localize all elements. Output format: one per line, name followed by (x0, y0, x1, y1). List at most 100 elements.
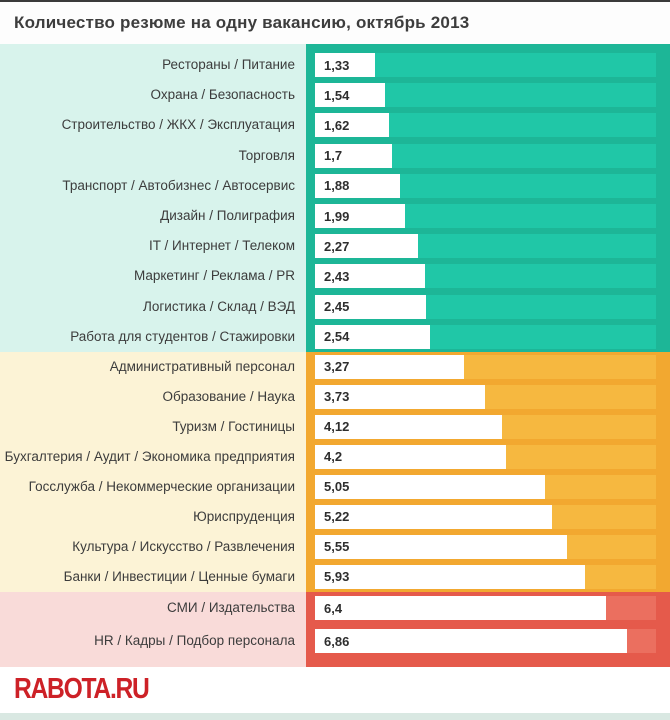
bar-value-label: 1,88 (324, 178, 350, 194)
chart-row: Бухгалтерия / Аудит / Экономика предприя… (0, 441, 670, 472)
bar-panel: 5,55 (306, 531, 670, 562)
chart-row: Рестораны / Питание 1,33 (0, 50, 670, 81)
chart-title: Количество резюме на одну вакансию, октя… (14, 13, 470, 32)
bar-value-label: 1,33 (324, 57, 350, 73)
bar-track: 2,45 (315, 294, 656, 319)
value-bar: 1,33 (315, 53, 375, 78)
value-bar: 3,73 (315, 384, 485, 409)
bar-track: 3,27 (315, 354, 656, 379)
value-bar: 6,4 (315, 596, 606, 621)
chart-row: Госслужба / Некоммерческие организации 5,… (0, 471, 670, 502)
category-label: Строительство / ЖКХ / Эксплуатация (61, 117, 295, 133)
bar-panel: 1,7 (306, 140, 670, 171)
bar-track: 2,43 (315, 264, 656, 289)
value-bar: 1,54 (315, 83, 385, 108)
bar-value-label: 4,2 (324, 449, 343, 465)
chart-row: Логистика / Склад / ВЭД 2,45 (0, 291, 670, 322)
chart-row: IT / Интернет / Телеком 2,27 (0, 231, 670, 262)
chart-row: Работа для студентов / Стажировки 2,54 (0, 321, 670, 352)
bar-value-label: 3,27 (324, 359, 350, 375)
category-label-cell: Образование / Наука (0, 381, 306, 412)
bar-panel: 1,54 (306, 80, 670, 111)
chart-body: Рестораны / Питание 1,33 Охрана / Безопасн… (0, 44, 670, 667)
bar-value-label: 5,55 (324, 539, 350, 555)
category-label-cell: Транспорт / Автобизнес / Автосервис (0, 170, 306, 201)
section-padding-row (0, 657, 670, 667)
bar-track: 2,54 (315, 324, 656, 349)
bar-track: 5,05 (315, 474, 656, 499)
category-label: СМИ / Издательства (167, 600, 295, 616)
value-bar: 5,55 (315, 534, 567, 559)
value-bar: 5,93 (315, 564, 585, 589)
bar-panel: 4,12 (306, 411, 670, 442)
category-label-cell: Логистика / Склад / ВЭД (0, 291, 306, 322)
category-label-cell: Торговля (0, 140, 306, 171)
bar-panel: 1,99 (306, 200, 670, 232)
bar-track: 1,99 (315, 204, 656, 229)
value-bar: 5,22 (315, 504, 552, 529)
category-label: Рестораны / Питание (162, 57, 295, 72)
bar-value-label: 2,27 (324, 238, 350, 254)
category-label-cell: IT / Интернет / Телеком (0, 231, 306, 262)
bar-track: 3,73 (315, 384, 656, 409)
bar-panel: 2,45 (306, 291, 670, 322)
category-label-cell: Туризм / Гостиницы (0, 411, 306, 442)
category-label-cell: Строительство / ЖКХ / Эксплуатация (0, 110, 306, 141)
category-label: Торговля (238, 147, 295, 163)
category-label: Бухгалтерия / Аудит / Экономика предприя… (4, 448, 295, 464)
category-label-cell: Культура / Искусство / Развлечения (0, 531, 306, 562)
value-bar: 2,27 (315, 234, 418, 259)
category-label: Госслужба / Некоммерческие организации (28, 478, 295, 494)
category-label-cell: Охрана / Безопасность (0, 80, 306, 111)
label-column-filler (0, 657, 306, 667)
bar-panel: 2,54 (306, 321, 670, 352)
chart-row: Торговля 1,7 (0, 140, 670, 171)
chart-row: HR / Кадры / Подбор персонала 6,86 (0, 624, 670, 658)
bar-panel: 5,93 (306, 561, 670, 592)
bar-track: 4,2 (315, 444, 656, 469)
chart-row: СМИ / Издательства 6,4 (0, 591, 670, 625)
category-label: Логистика / Склад / ВЭД (143, 298, 295, 314)
value-bar: 1,99 (315, 204, 405, 229)
label-column-filler (0, 44, 306, 50)
bar-track: 1,7 (315, 143, 656, 168)
category-label: Охрана / Безопасность (150, 87, 295, 103)
value-bar: 3,27 (315, 354, 464, 379)
section-orange-mid: Административный персонал 3,27 Образование… (0, 351, 670, 592)
category-label: Юриспруденция (193, 508, 295, 524)
category-label: Работа для студентов / Стажировки (70, 328, 295, 344)
value-bar: 4,12 (315, 414, 502, 439)
rabota-ru-logo[interactable]: RABOTA.RU (14, 673, 150, 706)
bar-panel: 1,33 (306, 50, 670, 81)
category-label-cell: Бухгалтерия / Аудит / Экономика предприя… (0, 441, 306, 472)
bar-track: 2,27 (315, 234, 656, 259)
value-bar: 2,54 (315, 324, 430, 349)
chart-row: Образование / Наука 3,73 (0, 381, 670, 412)
chart-row: Административный персонал 3,27 (0, 351, 670, 382)
value-bar: 5,05 (315, 474, 545, 499)
page-footer: RABOTA.RU (0, 666, 670, 713)
chart-row: Транспорт / Автобизнес / Автосервис 1,88 (0, 170, 670, 201)
bar-panel: 5,05 (306, 471, 670, 502)
section-red-high: СМИ / Издательства 6,4 HR / Кадры / Подбор… (0, 591, 670, 667)
value-bar: 1,7 (315, 143, 392, 168)
category-label: Туризм / Гостиницы (172, 418, 295, 434)
chart-row: Юриспруденция 5,22 (0, 501, 670, 532)
value-bar: 6,86 (315, 629, 627, 654)
category-label: Маркетинг / Реклама / PR (133, 268, 295, 284)
category-label: HR / Кадры / Подбор персонала (94, 633, 295, 649)
category-label-cell: Юриспруденция (0, 501, 306, 532)
section-padding-row (0, 44, 670, 50)
category-label-cell: Административный персонал (0, 351, 306, 382)
bar-value-label: 5,05 (324, 479, 350, 495)
chart-row: Дизайн / Полиграфия 1,99 (0, 200, 670, 232)
bar-value-label: 6,4 (324, 600, 343, 616)
bar-track: 1,33 (315, 53, 656, 78)
panel-filler (306, 657, 670, 667)
bar-value-label: 1,62 (324, 117, 350, 133)
bar-value-label: 5,93 (324, 569, 350, 585)
value-bar: 1,88 (315, 173, 400, 198)
bar-track: 1,62 (315, 113, 656, 138)
category-label-cell: HR / Кадры / Подбор персонала (0, 624, 306, 658)
